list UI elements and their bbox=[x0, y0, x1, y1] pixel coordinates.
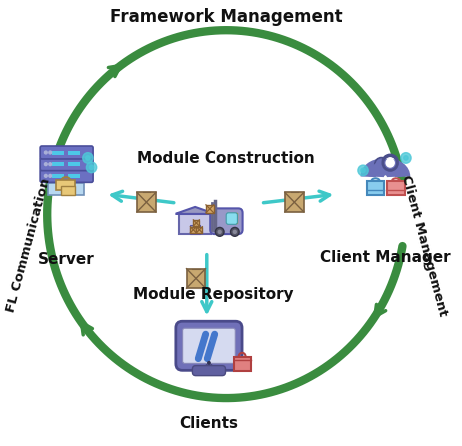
Circle shape bbox=[358, 165, 368, 176]
Circle shape bbox=[233, 230, 237, 234]
FancyBboxPatch shape bbox=[61, 186, 75, 194]
Circle shape bbox=[83, 153, 93, 163]
Polygon shape bbox=[176, 207, 214, 214]
Circle shape bbox=[404, 156, 408, 160]
FancyBboxPatch shape bbox=[40, 146, 93, 159]
Bar bbox=[285, 192, 304, 212]
Circle shape bbox=[375, 157, 388, 171]
Bar bbox=[196, 227, 202, 233]
Circle shape bbox=[86, 156, 90, 160]
Text: Server: Server bbox=[38, 252, 95, 267]
Bar bbox=[52, 151, 64, 155]
FancyBboxPatch shape bbox=[226, 213, 237, 224]
Bar bbox=[67, 151, 80, 155]
Text: Client Manager: Client Manager bbox=[321, 250, 451, 264]
Circle shape bbox=[44, 163, 47, 165]
Bar bbox=[52, 174, 64, 178]
Circle shape bbox=[44, 151, 47, 154]
Circle shape bbox=[231, 227, 239, 236]
Bar bbox=[193, 220, 200, 226]
Circle shape bbox=[401, 153, 411, 163]
FancyBboxPatch shape bbox=[40, 169, 93, 182]
Text: Framework Management: Framework Management bbox=[110, 8, 342, 26]
Text: Clients: Clients bbox=[179, 416, 238, 431]
Circle shape bbox=[215, 227, 224, 236]
FancyBboxPatch shape bbox=[40, 158, 93, 171]
Text: Module Repository: Module Repository bbox=[133, 287, 293, 302]
Bar bbox=[190, 225, 200, 234]
Circle shape bbox=[218, 230, 222, 234]
Circle shape bbox=[86, 162, 97, 173]
FancyBboxPatch shape bbox=[48, 183, 84, 194]
FancyBboxPatch shape bbox=[387, 181, 405, 194]
Circle shape bbox=[385, 158, 395, 168]
Bar bbox=[190, 227, 196, 233]
Bar bbox=[179, 214, 211, 234]
Bar bbox=[52, 162, 64, 166]
FancyBboxPatch shape bbox=[367, 181, 384, 194]
Bar bbox=[137, 192, 156, 212]
FancyBboxPatch shape bbox=[210, 208, 243, 234]
Text: Module Construction: Module Construction bbox=[137, 151, 315, 166]
FancyBboxPatch shape bbox=[182, 328, 235, 363]
Circle shape bbox=[89, 165, 94, 169]
Text: FL Communication: FL Communication bbox=[5, 177, 53, 314]
Circle shape bbox=[49, 151, 52, 154]
Text: Client Management: Client Management bbox=[399, 173, 449, 317]
Bar bbox=[187, 268, 206, 288]
Circle shape bbox=[49, 163, 52, 165]
Circle shape bbox=[208, 362, 210, 364]
Bar bbox=[67, 174, 80, 178]
Circle shape bbox=[361, 168, 365, 173]
Bar bbox=[207, 363, 212, 371]
Bar bbox=[67, 162, 80, 166]
FancyBboxPatch shape bbox=[192, 366, 225, 376]
Circle shape bbox=[383, 155, 397, 170]
Bar bbox=[206, 205, 214, 213]
FancyBboxPatch shape bbox=[233, 356, 251, 371]
FancyBboxPatch shape bbox=[56, 180, 75, 190]
Circle shape bbox=[44, 174, 47, 177]
FancyBboxPatch shape bbox=[176, 321, 242, 370]
Bar bbox=[227, 213, 237, 223]
Circle shape bbox=[49, 174, 52, 177]
